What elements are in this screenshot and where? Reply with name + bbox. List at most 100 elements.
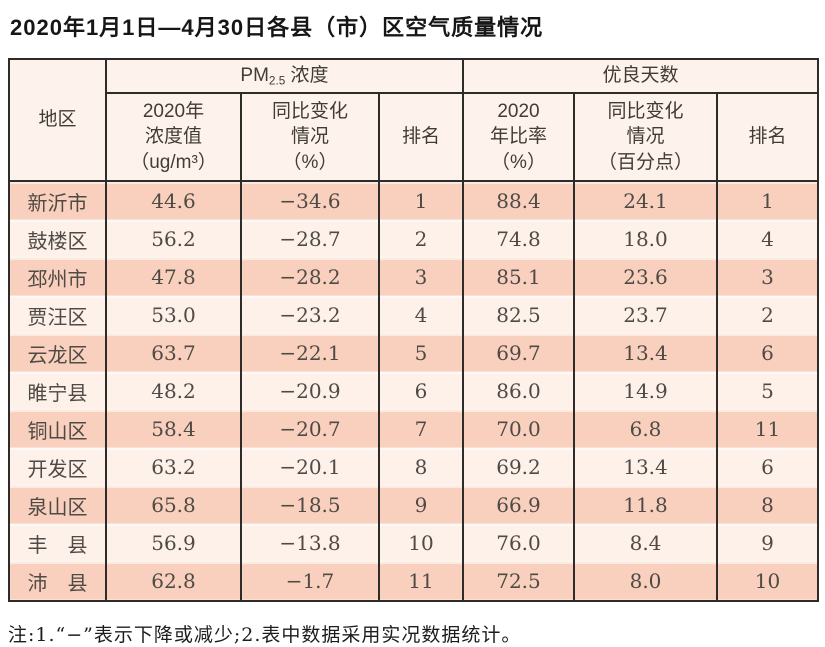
header-pm-value: 2020年 浓度值 （ug/m³）	[105, 92, 242, 182]
good-rank-cell: 8	[715, 486, 820, 524]
pm-change-cell: −23.2	[240, 296, 380, 334]
pm-rank-cell: 1	[378, 181, 464, 220]
table-header: 地区 PM2.5 浓度 优良天数 2020年 浓度值 （ug/m³） 同比变化 …	[8, 58, 820, 182]
good-change-cell: 6.8	[573, 410, 718, 448]
pm-value-cell: 65.8	[105, 486, 242, 524]
pm-value-cell: 48.2	[105, 372, 242, 410]
table-row: 鼓楼区 56.2 −28.7 2 74.8 18.0 4	[8, 220, 820, 258]
good-change-cell: 11.8	[573, 486, 718, 524]
good-rank-cell: 3	[715, 258, 820, 296]
table-row: 邳州市 47.8 −28.2 3 85.1 23.6 3	[8, 258, 820, 296]
good-rank-cell: 9	[715, 524, 820, 562]
pm-value-cell: 53.0	[105, 296, 242, 334]
pm-value-cell: 62.8	[105, 562, 242, 601]
pm-rank-cell: 7	[378, 410, 464, 448]
table-row: 泉山区 65.8 −18.5 9 66.9 11.8 8	[8, 486, 820, 524]
good-change-cell: 13.4	[573, 448, 718, 486]
footnote: 注:1.“−”表示下降或减少;2.表中数据采用实况数据统计。	[8, 624, 522, 646]
pm-label-suffix: 浓度	[285, 65, 329, 87]
good-rank-cell: 10	[715, 562, 820, 601]
region-cell: 鼓楼区	[8, 220, 107, 258]
header-group-pm25: PM2.5 浓度	[105, 58, 464, 94]
pm-rank-cell: 5	[378, 334, 464, 372]
good-rank-cell: 6	[715, 448, 820, 486]
good-rank-cell: 11	[715, 410, 820, 448]
region-cell: 邳州市	[8, 258, 107, 296]
header-good-change: 同比变化 情况 （百分点）	[573, 92, 718, 182]
good-rate-cell: 66.9	[462, 486, 575, 524]
good-rate-cell: 69.2	[462, 448, 575, 486]
good-rank-cell: 2	[715, 296, 820, 334]
good-rank-cell: 6	[715, 334, 820, 372]
region-cell: 新沂市	[8, 181, 107, 220]
pm-change-cell: −20.9	[240, 372, 380, 410]
good-change-cell: 14.9	[573, 372, 718, 410]
region-cell: 开发区	[8, 448, 107, 486]
good-rate-cell: 70.0	[462, 410, 575, 448]
pm-rank-cell: 3	[378, 258, 464, 296]
table-body: 新沂市 44.6 −34.6 1 88.4 24.1 1 鼓楼区 56.2 −2…	[8, 181, 820, 601]
pm-change-cell: −1.7	[240, 562, 380, 601]
pm-value-cell: 58.4	[105, 410, 242, 448]
pm-rank-cell: 8	[378, 448, 464, 486]
good-rate-cell: 72.5	[462, 562, 575, 601]
table-row: 铜山区 58.4 −20.7 7 70.0 6.8 11	[8, 410, 820, 448]
good-change-cell: 8.4	[573, 524, 718, 562]
header-good-rank: 排名	[715, 92, 820, 182]
pm-change-cell: −28.2	[240, 258, 380, 296]
pm-rank-cell: 11	[378, 562, 464, 601]
header-group-good-days: 优良天数	[461, 58, 820, 94]
pm-change-cell: −20.1	[240, 448, 380, 486]
good-change-cell: 23.6	[573, 258, 718, 296]
region-cell: 贾汪区	[8, 296, 107, 334]
pm-rank-cell: 10	[378, 524, 464, 562]
table-row: 丰 县 56.9 −13.8 10 76.0 8.4 9	[8, 524, 820, 562]
table-row: 云龙区 63.7 −22.1 5 69.7 13.4 6	[8, 334, 820, 372]
pm-value-cell: 44.6	[105, 181, 242, 220]
good-rate-cell: 74.8	[462, 220, 575, 258]
table-row: 开发区 63.2 −20.1 8 69.2 13.4 6	[8, 448, 820, 486]
table-row: 贾汪区 53.0 −23.2 4 82.5 23.7 2	[8, 296, 820, 334]
pm-change-cell: −20.7	[240, 410, 380, 448]
table-row: 睢宁县 48.2 −20.9 6 86.0 14.9 5	[8, 372, 820, 410]
good-rate-cell: 82.5	[462, 296, 575, 334]
pm-value-cell: 63.2	[105, 448, 242, 486]
header-pm-change: 同比变化 情况 （%）	[240, 92, 380, 182]
pm-rank-cell: 6	[378, 372, 464, 410]
good-rate-cell: 88.4	[462, 181, 575, 220]
pm-value-cell: 56.2	[105, 220, 242, 258]
pm-change-cell: −18.5	[240, 486, 380, 524]
good-rank-cell: 5	[715, 372, 820, 410]
page-title: 2020年1月1日—4月30日各县（市）区空气质量情况	[10, 15, 544, 40]
header-sub-row: 2020年 浓度值 （ug/m³） 同比变化 情况 （%） 排名 2020 年比…	[9, 92, 820, 182]
region-cell: 丰 县	[8, 524, 107, 562]
air-quality-table: 地区 PM2.5 浓度 优良天数 2020年 浓度值 （ug/m³） 同比变化 …	[8, 58, 820, 602]
good-rank-cell: 1	[715, 181, 820, 220]
good-change-cell: 18.0	[573, 220, 718, 258]
region-cell: 云龙区	[8, 334, 107, 372]
header-pm-rank: 排名	[378, 92, 464, 182]
pm-value-cell: 63.7	[105, 334, 242, 372]
region-cell: 沛 县	[8, 562, 107, 601]
pm-rank-cell: 4	[378, 296, 464, 334]
good-change-cell: 23.7	[573, 296, 718, 334]
pm-label-subscript: 2.5	[268, 74, 286, 88]
good-change-cell: 24.1	[573, 181, 718, 220]
region-cell: 铜山区	[8, 410, 107, 448]
good-rank-cell: 4	[715, 220, 820, 258]
good-rate-cell: 86.0	[462, 372, 575, 410]
table-row: 沛 县 62.8 −1.7 11 72.5 8.0 10	[8, 562, 820, 601]
pm-change-cell: −34.6	[240, 181, 380, 220]
good-rate-cell: 69.7	[462, 334, 575, 372]
good-rate-cell: 85.1	[462, 258, 575, 296]
pm-rank-cell: 2	[378, 220, 464, 258]
pm-value-cell: 47.8	[105, 258, 242, 296]
pm-change-cell: −28.7	[240, 220, 380, 258]
good-rate-cell: 76.0	[462, 524, 575, 562]
header-region: 地区	[8, 58, 107, 182]
pm-change-cell: −13.8	[240, 524, 380, 562]
table-row: 新沂市 44.6 −34.6 1 88.4 24.1 1	[8, 181, 820, 220]
pm-rank-cell: 9	[378, 486, 464, 524]
region-cell: 泉山区	[8, 486, 107, 524]
